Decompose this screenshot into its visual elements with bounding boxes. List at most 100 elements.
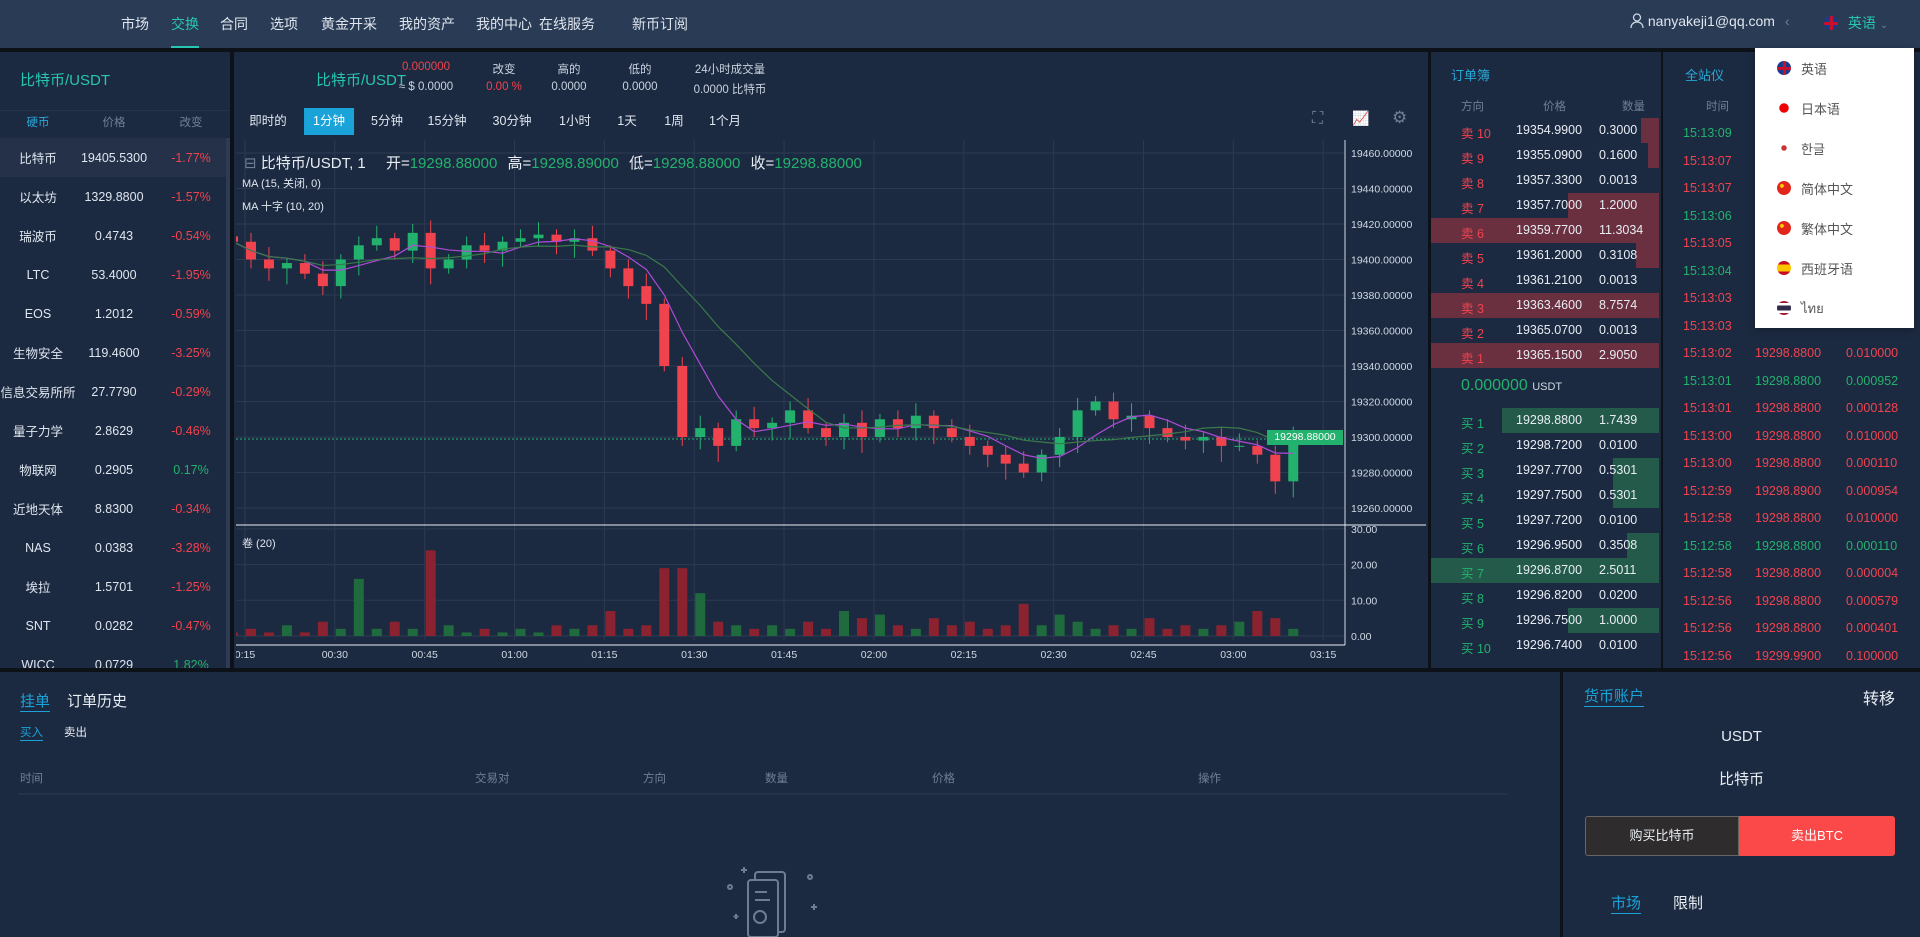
- market-row[interactable]: EOS 1.2012 -0.59%: [0, 294, 230, 333]
- col-coin: 硬币: [26, 117, 50, 129]
- settings-gear-icon[interactable]: ⚙: [1392, 108, 1408, 127]
- candle: [1108, 401, 1119, 420]
- nav-item[interactable]: 选项: [270, 16, 298, 32]
- price-chart[interactable]: 19460.00000 19440.00000 19420.00000 19400.0…: [236, 140, 1426, 668]
- ask-row[interactable]: 卖 10 19354.9900 0.3000: [1431, 118, 1659, 143]
- nav-item[interactable]: 我的中心: [476, 16, 532, 32]
- language-option-label: 한글: [1801, 141, 1825, 157]
- nav-item[interactable]: 合同: [220, 16, 248, 32]
- user-account-link[interactable]: nanyakeji1@qq.com ‹: [1630, 13, 1790, 29]
- bid-row[interactable]: 买 1 19298.8800 1.7439: [1431, 408, 1659, 433]
- currency-account-link[interactable]: 货币账户: [1584, 685, 1645, 707]
- market-row[interactable]: 生物安全 119.4600 -3.25%: [0, 333, 230, 372]
- market-row[interactable]: 埃拉 1.5701 -1.25%: [0, 567, 230, 606]
- timeframe-button[interactable]: 15分钟: [427, 114, 467, 128]
- ask-row[interactable]: 卖 1 19365.1500 2.9050: [1431, 343, 1659, 368]
- candle: [353, 245, 364, 260]
- market-row[interactable]: SNT 0.0282 -0.47%: [0, 606, 230, 645]
- volume-bar: [1288, 628, 1299, 636]
- language-selector[interactable]: 英语 ⌄: [1824, 13, 1888, 33]
- orderbook-title: 订单簿: [1451, 68, 1491, 83]
- market-row[interactable]: 物联网 0.2905 0.17%: [0, 450, 230, 489]
- timeframe-button[interactable]: 1个月: [709, 114, 741, 128]
- nav-item[interactable]: 我的资产: [399, 16, 455, 32]
- nav-item[interactable]: 黄金开采: [321, 16, 377, 32]
- bid-row[interactable]: 买 5 19297.7200 0.0100: [1431, 508, 1659, 533]
- volume-bar: [605, 611, 616, 636]
- timeframe-button[interactable]: 5分钟: [371, 114, 403, 128]
- nav-item[interactable]: 在线服务: [539, 16, 595, 32]
- fullscreen-icon[interactable]: ⛶: [1312, 110, 1324, 127]
- volume-bar: [623, 628, 634, 636]
- nav-item[interactable]: 市场: [121, 16, 149, 32]
- language-option[interactable]: 西班牙语: [1755, 248, 1914, 288]
- trade-time: 15:12:56: [1683, 593, 1732, 608]
- coin-change: -0.47%: [171, 618, 211, 633]
- transfer-button[interactable]: 转移: [1863, 691, 1896, 708]
- nav-item[interactable]: 交换: [171, 16, 199, 48]
- market-row[interactable]: LTC 53.4000 -1.95%: [0, 255, 230, 294]
- volume-bar: [1108, 625, 1119, 636]
- subtab-buy[interactable]: 买入: [20, 724, 43, 741]
- bid-row[interactable]: 买 7 19296.8700 2.5011: [1431, 558, 1659, 583]
- market-row[interactable]: NAS 0.0383 -3.28%: [0, 528, 230, 567]
- bid-row[interactable]: 买 2 19298.7200 0.0100: [1431, 433, 1659, 458]
- volume-bar: [910, 628, 921, 636]
- bid-row[interactable]: 买 3 19297.7700 0.5301: [1431, 458, 1659, 483]
- language-option[interactable]: 英语: [1755, 48, 1914, 88]
- ask-row[interactable]: 卖 9 19355.0900 0.1600: [1431, 143, 1659, 168]
- tab-limit-order[interactable]: 限制: [1673, 895, 1704, 912]
- timeframe-button[interactable]: 即时的: [249, 114, 287, 128]
- side-label: 卖 1: [1461, 352, 1484, 366]
- scrollbar[interactable]: [226, 138, 230, 668]
- indicators-icon[interactable]: 📈: [1352, 110, 1370, 126]
- market-row[interactable]: 信息交易所所 27.7790 -0.29%: [0, 372, 230, 411]
- candle: [946, 428, 957, 437]
- sell-btc-button[interactable]: 卖出BTC: [1739, 816, 1895, 856]
- market-row[interactable]: 比特币 19405.5300 -1.77%: [0, 138, 230, 177]
- subtab-sell[interactable]: 卖出: [64, 727, 87, 739]
- nav-item[interactable]: 新币订阅: [632, 16, 688, 32]
- market-row[interactable]: 以太坊 1329.8800 -1.57%: [0, 177, 230, 216]
- tab-order-history[interactable]: 订单历史: [67, 693, 128, 710]
- side-label: 卖 4: [1461, 277, 1484, 291]
- ask-row[interactable]: 卖 3 19363.4600 8.7574: [1431, 293, 1659, 318]
- candle: [317, 273, 328, 287]
- tab-open-orders[interactable]: 挂单: [20, 690, 51, 712]
- language-option[interactable]: 日本语: [1755, 88, 1914, 128]
- volume-bar: [821, 628, 832, 636]
- market-row[interactable]: 量子力学 2.8629 -0.46%: [0, 411, 230, 450]
- ask-row[interactable]: 卖 2 19365.0700 0.0013: [1431, 318, 1659, 343]
- bid-row[interactable]: 买 6 19296.9500 0.3508: [1431, 533, 1659, 558]
- timeframe-button[interactable]: 30分钟: [492, 114, 532, 128]
- kr-flag-icon: [1777, 141, 1791, 155]
- ask-row[interactable]: 卖 6 19359.7700 11.3034: [1431, 218, 1659, 243]
- timeframe-button[interactable]: 1周: [664, 114, 684, 128]
- bid-row[interactable]: 买 4 19297.7500 0.5301: [1431, 483, 1659, 508]
- market-row[interactable]: 瑞波币 0.4743 -0.54%: [0, 216, 230, 255]
- ask-row[interactable]: 卖 7 19357.7000 1.2000: [1431, 193, 1659, 218]
- coin-price: 0.0383: [94, 540, 134, 555]
- tab-market-order[interactable]: 市场: [1611, 892, 1642, 914]
- ask-row[interactable]: 卖 8 19357.3300 0.0013: [1431, 168, 1659, 193]
- order-price: 19296.8700: [1516, 563, 1583, 577]
- language-option[interactable]: 简体中文: [1755, 168, 1914, 208]
- bid-row[interactable]: 买 10 19296.7400 0.0100: [1431, 633, 1659, 658]
- bid-row[interactable]: 买 9 19296.7500 1.0000: [1431, 608, 1659, 633]
- language-option[interactable]: 한글: [1755, 128, 1914, 168]
- ask-row[interactable]: 卖 5 19361.2000 0.3108: [1431, 243, 1659, 268]
- volume-bar: [353, 578, 364, 636]
- buy-btc-button[interactable]: 购买比特币: [1585, 816, 1739, 856]
- side-label: 卖 6: [1461, 227, 1484, 241]
- market-row[interactable]: 近地天体 8.8300 -0.34%: [0, 489, 230, 528]
- market-row[interactable]: WICC 0.0729 1.82%: [0, 645, 230, 669]
- timeframe-button[interactable]: 1小时: [559, 114, 591, 128]
- ask-row[interactable]: 卖 4 19361.2100 0.0013: [1431, 268, 1659, 293]
- language-option[interactable]: ไทย: [1755, 288, 1914, 328]
- language-option[interactable]: 繁体中文: [1755, 208, 1914, 248]
- order-price: 19357.7000: [1516, 198, 1583, 212]
- timeframe-button[interactable]: 1天: [617, 114, 637, 128]
- bid-row[interactable]: 买 8 19296.8200 0.0200: [1431, 583, 1659, 608]
- order-amount: 0.0013: [1599, 273, 1638, 287]
- timeframe-button[interactable]: 1分钟: [304, 108, 354, 135]
